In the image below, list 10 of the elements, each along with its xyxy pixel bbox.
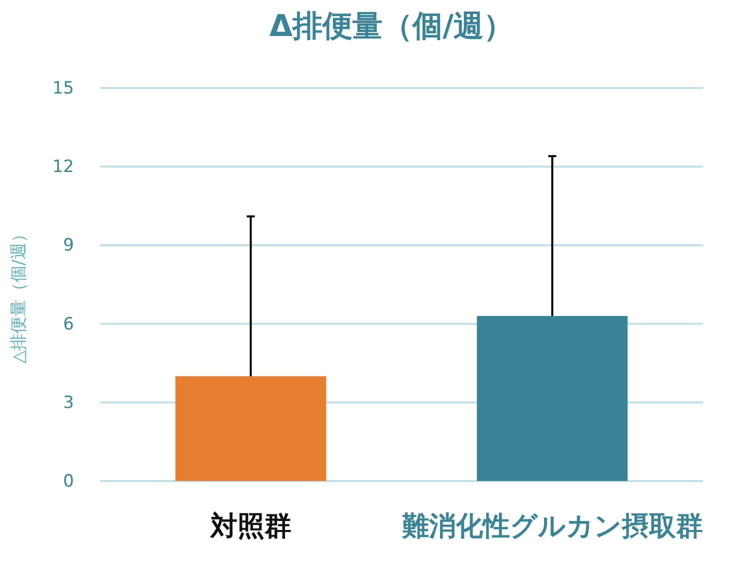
y-tick-label: 0: [63, 471, 74, 492]
y-tick-label: 3: [63, 392, 74, 413]
y-tick-label: 9: [63, 236, 74, 256]
y-axis-title: △排便量（個/週）: [9, 226, 29, 364]
x-tick-label: 対照群: [209, 511, 292, 542]
y-tick-label: 12: [52, 157, 74, 178]
chart-title: Δ排便量（個/週）: [269, 9, 514, 44]
x-tick-label: 難消化性グルカン摂取群: [400, 511, 703, 542]
y-tick-label: 15: [52, 78, 74, 98]
y-tick-label: 6: [63, 314, 74, 334]
